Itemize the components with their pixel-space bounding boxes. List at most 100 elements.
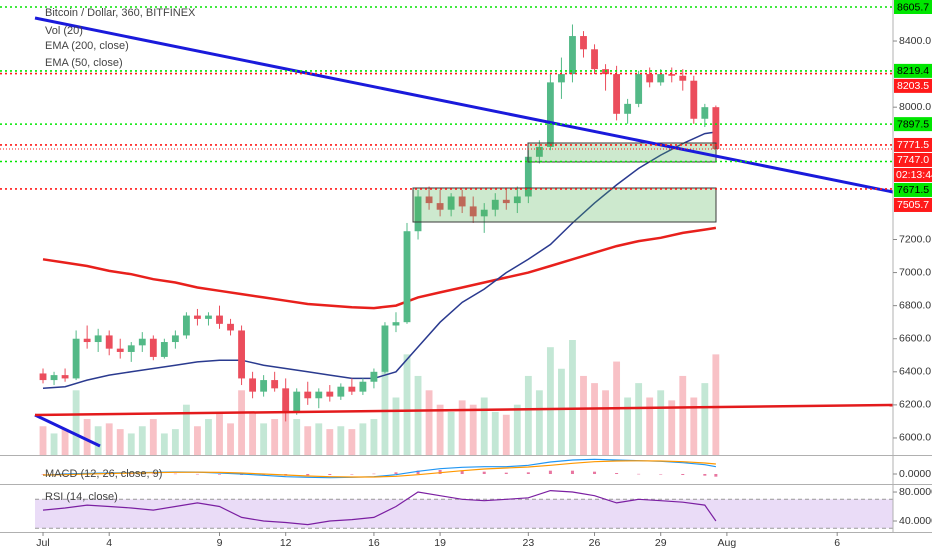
volume-bar: [127, 433, 135, 455]
volume-bar: [337, 426, 345, 455]
price-tag: [894, 137, 932, 152]
volume-bar: [502, 414, 510, 455]
y-tick-label: 8400.0: [899, 35, 931, 47]
candle-body: [580, 36, 587, 50]
volume-bar: [39, 426, 47, 455]
candle-body: [94, 335, 102, 343]
candle-body: [160, 342, 168, 357]
candle-body: [249, 378, 257, 392]
histogram-bar: [394, 472, 398, 474]
candle-layer: [39, 24, 720, 422]
candle-body: [657, 74, 665, 83]
trend-line: [34, 403, 894, 417]
volume-bar: [414, 375, 422, 455]
x-tick-label: 9: [217, 537, 223, 549]
candle-body: [205, 315, 212, 319]
price-tag: [894, 117, 932, 132]
volume-bar: [249, 411, 257, 455]
zone-box: [527, 142, 717, 163]
candle-body: [359, 381, 367, 392]
volume-bar: [149, 419, 157, 455]
countdown-tag: [894, 167, 932, 182]
candle-body: [679, 75, 687, 81]
trend-line: [34, 413, 101, 448]
legend-entry: EMA (200, close): [45, 40, 129, 52]
candle-body: [271, 380, 279, 389]
volume-bar: [282, 397, 290, 455]
volume-bar: [50, 433, 58, 455]
drawings: [34, 16, 894, 448]
volume-bar: [94, 426, 102, 455]
histogram-bar: [350, 474, 354, 475]
volume-bar: [271, 419, 279, 455]
zone-box: [412, 187, 717, 223]
volume-bar: [624, 397, 632, 455]
candle-body: [61, 375, 69, 379]
histogram-bar: [526, 472, 530, 474]
volume-bar: [194, 426, 201, 455]
histogram-bar: [570, 470, 574, 474]
y-tick-label: 8000.0: [899, 101, 931, 113]
candle-body: [513, 196, 521, 204]
candle-body: [546, 82, 554, 147]
candle-body: [701, 107, 709, 119]
volume-bar: [535, 390, 543, 455]
price-tag: [894, 0, 932, 14]
price-tag: [894, 182, 932, 197]
volume-bar: [315, 423, 323, 455]
volume-bar: [260, 423, 268, 455]
volume-bar: [61, 429, 69, 455]
histogram-bar: [129, 473, 133, 475]
candle-body: [381, 325, 389, 372]
candle-body: [326, 391, 334, 397]
histogram-bar: [504, 472, 508, 474]
candle-body: [105, 335, 113, 349]
volume-bar: [513, 404, 521, 455]
x-tick-label: 26: [589, 537, 601, 549]
legend-entry: Vol (20): [45, 25, 83, 37]
volume-bar: [701, 383, 709, 455]
candle-body: [403, 231, 411, 323]
y-tick-label: 6000.0: [899, 432, 931, 444]
ema-line: [42, 226, 717, 310]
price-tag: [894, 197, 932, 212]
histogram-bar: [372, 473, 376, 475]
histogram-bar: [416, 470, 420, 474]
volume-bar: [205, 419, 212, 455]
volume-bar: [304, 426, 312, 455]
volume-bar: [646, 397, 654, 455]
candle-body: [613, 74, 621, 114]
volume-bar: [392, 397, 400, 455]
volume-bar: [348, 429, 356, 455]
y-tick-label: 6400.0: [899, 366, 931, 378]
y-tick-label: 0.0000: [899, 468, 931, 480]
candle-body: [392, 322, 400, 326]
band-layer: [35, 498, 893, 529]
legend: Bitcoin / Dollar, 360, BITFINEX Vol (20)…: [45, 7, 196, 503]
candle-body: [127, 345, 135, 352]
volume-bar: [712, 354, 720, 455]
candle-body: [558, 74, 565, 83]
price-tag-label: 8219.4: [897, 65, 929, 77]
volume-bar: [480, 397, 488, 455]
candle-body: [149, 338, 157, 357]
histogram-bar: [548, 470, 552, 474]
histogram-bar: [151, 473, 155, 475]
volume-bar: [403, 354, 411, 455]
volume-bar: [458, 400, 466, 455]
volume-bar: [238, 390, 245, 455]
volume-bar: [491, 411, 499, 455]
candle-body: [304, 391, 312, 399]
volume-bar: [293, 419, 301, 455]
y-tick-label: 6600.0: [899, 333, 931, 345]
histogram-bar: [460, 470, 464, 474]
candle-body: [194, 315, 201, 319]
volume-bar: [558, 368, 565, 455]
price-tag-label: 8203.5: [897, 80, 929, 92]
price-tag-label: 7505.7: [897, 199, 929, 211]
x-tick-label: Jul: [36, 537, 49, 549]
candle-body: [569, 36, 576, 75]
x-tick-label: Aug: [718, 537, 737, 549]
